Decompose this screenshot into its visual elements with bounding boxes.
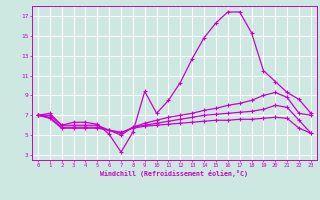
X-axis label: Windchill (Refroidissement éolien,°C): Windchill (Refroidissement éolien,°C) bbox=[100, 170, 248, 177]
